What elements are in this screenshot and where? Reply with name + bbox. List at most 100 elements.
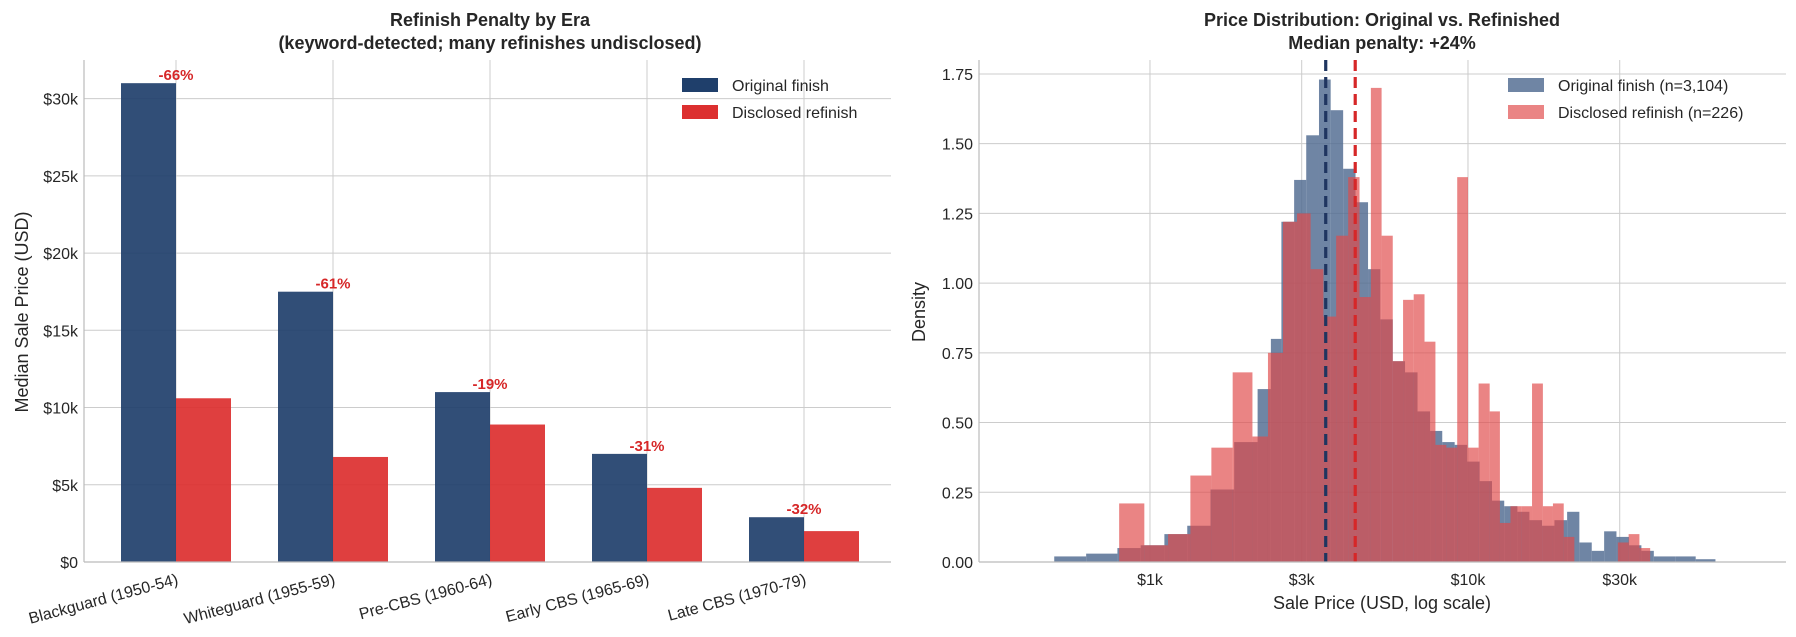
right-chart-title-line2: Median penalty: +24%	[1288, 33, 1476, 53]
hist-bin-refinish-27	[1499, 522, 1511, 562]
bar-refinish-2	[490, 424, 545, 562]
hist-bin-refinish-23	[1457, 177, 1468, 562]
hist-bin-original-0	[1054, 556, 1087, 562]
hist-bin-refinish-5	[1232, 372, 1253, 562]
right-y-tick-label: 0.25	[942, 485, 973, 502]
hist-bin-refinish-33	[1563, 536, 1575, 562]
right-y-tick-label: 0.00	[942, 555, 973, 572]
hist-bin-refinish-17	[1392, 361, 1404, 562]
legend-swatch-0	[682, 78, 718, 92]
penalty-label-3: -31%	[629, 438, 664, 455]
hist-legend-swatch-1	[1508, 105, 1544, 119]
hist-bin-refinish-18	[1403, 299, 1414, 562]
hist-bin-refinish-34	[1617, 542, 1629, 562]
right-x-tick-label: $30k	[1602, 572, 1638, 589]
left-y-tick-label: $20k	[43, 246, 79, 263]
left-x-tick-label-4: Late CBS (1970-79)	[666, 571, 808, 624]
left-x-tick-label-3: Early CBS (1965-69)	[504, 571, 651, 626]
right-y-tick-label: 1.25	[942, 206, 973, 223]
hist-bin-refinish-14	[1359, 297, 1371, 562]
penalty-label-1: -61%	[315, 276, 350, 293]
left-legend: Original finish Disclosed refinish	[682, 78, 857, 122]
left-x-tick-label-1: Whiteguard (1955-59)	[182, 571, 337, 628]
hist-bin-refinish-8	[1282, 221, 1298, 562]
left-y-tick-label: $15k	[43, 323, 79, 340]
bar-refinish-0	[176, 398, 231, 562]
hist-bin-refinish-3	[1190, 475, 1212, 562]
bar-original-0	[121, 83, 176, 563]
bar-refinish-3	[647, 487, 702, 562]
right-y-tick-label: 1.75	[942, 67, 973, 84]
hist-bin-original-41	[1675, 556, 1696, 562]
left-y-tick-label: $25k	[43, 169, 79, 186]
hist-bin-refinish-10	[1310, 269, 1324, 562]
right-x-tick-label: $1k	[1137, 572, 1164, 589]
hist-bin-refinish-16	[1381, 235, 1393, 562]
hist-bin-original-35	[1591, 550, 1605, 562]
hist-bin-refinish-29	[1521, 506, 1533, 562]
left-chart-title-line2: (keyword-detected; many refinishes undis…	[278, 33, 701, 53]
penalty-label-0: -66%	[158, 67, 193, 84]
left-y-tick-label: $0	[60, 555, 78, 572]
left-chart-title-line1: Refinish Penalty by Era	[390, 10, 591, 30]
hist-bin-original-42	[1695, 559, 1716, 562]
hist-bin-refinish-0	[1119, 503, 1145, 562]
hist-bin-refinish-15	[1370, 87, 1382, 562]
hist-legend-swatch-0	[1508, 78, 1544, 92]
bar-refinish-1	[333, 456, 388, 562]
left-x-tick-label-0: Blackguard (1950-54)	[27, 571, 180, 627]
hist-bin-refinish-26	[1489, 411, 1500, 562]
hist-bin-refinish-9	[1297, 213, 1311, 562]
left-y-tick-label: $10k	[43, 401, 79, 418]
right-y-tick-label: 1.00	[942, 276, 973, 293]
bar-original-1	[278, 291, 333, 562]
hist-bin-refinish-1	[1144, 545, 1169, 562]
left-y-axis-label: Median Sale Price (USD)	[12, 211, 32, 412]
hist-bin-refinish-30	[1532, 383, 1543, 562]
penalty-label-4: -32%	[786, 501, 821, 518]
legend-swatch-1	[682, 105, 718, 119]
hist-bin-refinish-12	[1336, 235, 1349, 562]
hist-bin-refinish-24	[1467, 447, 1479, 562]
left-y-tick-label: $30k	[43, 92, 79, 109]
right-legend: Original finish (n=3,104) Disclosed refin…	[1508, 78, 1743, 122]
right-y-tick-label: 0.75	[942, 346, 973, 363]
hist-legend-label-1: Disclosed refinish (n=226)	[1558, 105, 1743, 122]
right-y-tick-label: 1.50	[942, 137, 973, 154]
hist-legend-label-0: Original finish (n=3,104)	[1558, 78, 1728, 95]
right-x-tick-label: $10k	[1451, 572, 1487, 589]
bar-original-4	[749, 517, 804, 562]
hist-bin-refinish-32	[1552, 503, 1564, 562]
hist-bin-refinish-6	[1252, 436, 1268, 562]
hist-bin-refinish-4	[1211, 447, 1233, 562]
right-y-axis-label: Density	[909, 282, 929, 342]
right-x-axis-label: Sale Price (USD, log scale)	[1273, 593, 1491, 613]
hist-bin-refinish-31	[1542, 506, 1553, 562]
bar-original-3	[592, 453, 647, 562]
hist-bin-refinish-35	[1628, 534, 1640, 562]
left-chart: Refinish Penalty by Era (keyword-detecte…	[12, 10, 891, 628]
hist-bin-refinish-25	[1478, 383, 1490, 562]
left-x-tick-label-2: Pre-CBS (1960-64)	[357, 571, 494, 623]
hist-bin-refinish-20	[1424, 341, 1436, 562]
hist-bin-refinish-22	[1446, 447, 1458, 562]
hist-bin-refinish-7	[1267, 352, 1283, 562]
right-x-tick-label: $3k	[1289, 572, 1316, 589]
hist-bin-original-34	[1579, 542, 1592, 562]
legend-label-0: Original finish	[732, 78, 829, 95]
bar-refinish-4	[804, 531, 859, 562]
left-y-tick-label: $5k	[52, 478, 79, 495]
right-y-tick-label: 0.50	[942, 416, 973, 433]
right-chart: Price Distribution: Original vs. Refinis…	[909, 10, 1786, 613]
hist-bin-refinish-2	[1168, 534, 1191, 562]
penalty-label-2: -19%	[472, 376, 507, 393]
hist-bin-original-1	[1086, 553, 1118, 562]
legend-label-1: Disclosed refinish	[732, 105, 857, 122]
hist-bin-refinish-28	[1510, 506, 1522, 562]
right-chart-title-line1: Price Distribution: Original vs. Refinis…	[1204, 10, 1560, 30]
bar-original-2	[435, 392, 490, 562]
hist-bin-refinish-11	[1323, 316, 1337, 562]
hist-bin-original-40	[1653, 556, 1676, 562]
hist-bin-refinish-19	[1413, 294, 1425, 562]
